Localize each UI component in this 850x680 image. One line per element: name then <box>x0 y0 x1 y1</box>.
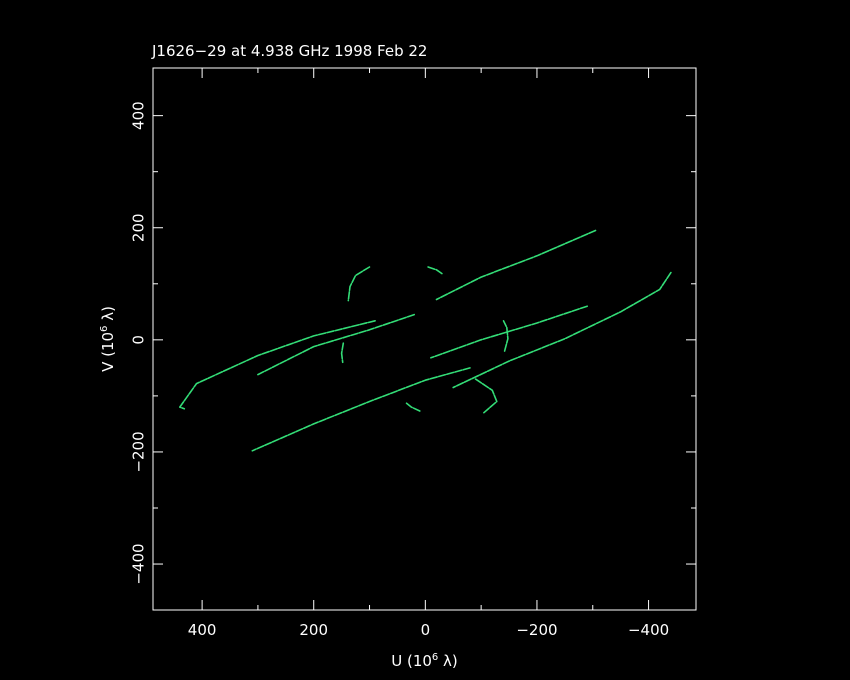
y-axis-label-unit: λ) <box>99 306 117 326</box>
uv-tracks <box>179 229 672 452</box>
uv-track <box>502 319 509 352</box>
uv-track <box>474 378 498 414</box>
x-tick-label: 0 <box>421 621 431 639</box>
plot-frame <box>152 67 697 611</box>
uv-track <box>430 305 589 359</box>
x-tick-label: −200 <box>516 621 557 639</box>
y-tick-label: 0 <box>130 335 148 345</box>
y-tick-label: −200 <box>130 431 148 472</box>
y-axis-label-exponent: 6 <box>99 326 110 332</box>
y-tick-label: 400 <box>130 101 148 130</box>
x-axis-label-exponent: 6 <box>432 652 438 663</box>
x-tick-label: 200 <box>299 621 328 639</box>
uv-track <box>404 401 421 412</box>
axis-ticks: 400 200 0 −200 −400 400 200 0 −200 −400 <box>130 68 696 639</box>
y-axis-label: V (106 λ) <box>99 306 117 372</box>
y-axis-label-main: V (10 <box>99 332 117 372</box>
uv-track <box>251 367 471 452</box>
x-axis-label: U (106 λ) <box>391 652 458 670</box>
uv-track <box>347 266 371 302</box>
x-axis-label-unit: λ) <box>438 652 458 670</box>
y-tick-label: 200 <box>130 213 148 242</box>
chart-title: J1626−29 at 4.938 GHz 1998 Feb 22 <box>151 42 427 60</box>
uv-track <box>435 229 597 301</box>
uv-track <box>179 319 376 410</box>
uv-track <box>427 266 443 275</box>
uv-track <box>452 271 672 389</box>
x-axis-label-main: U (10 <box>391 652 432 670</box>
uv-track <box>257 313 416 376</box>
y-tick-label: −400 <box>130 543 148 584</box>
x-tick-label: 400 <box>188 621 217 639</box>
x-tick-label: −400 <box>628 621 669 639</box>
uv-track <box>340 342 345 364</box>
